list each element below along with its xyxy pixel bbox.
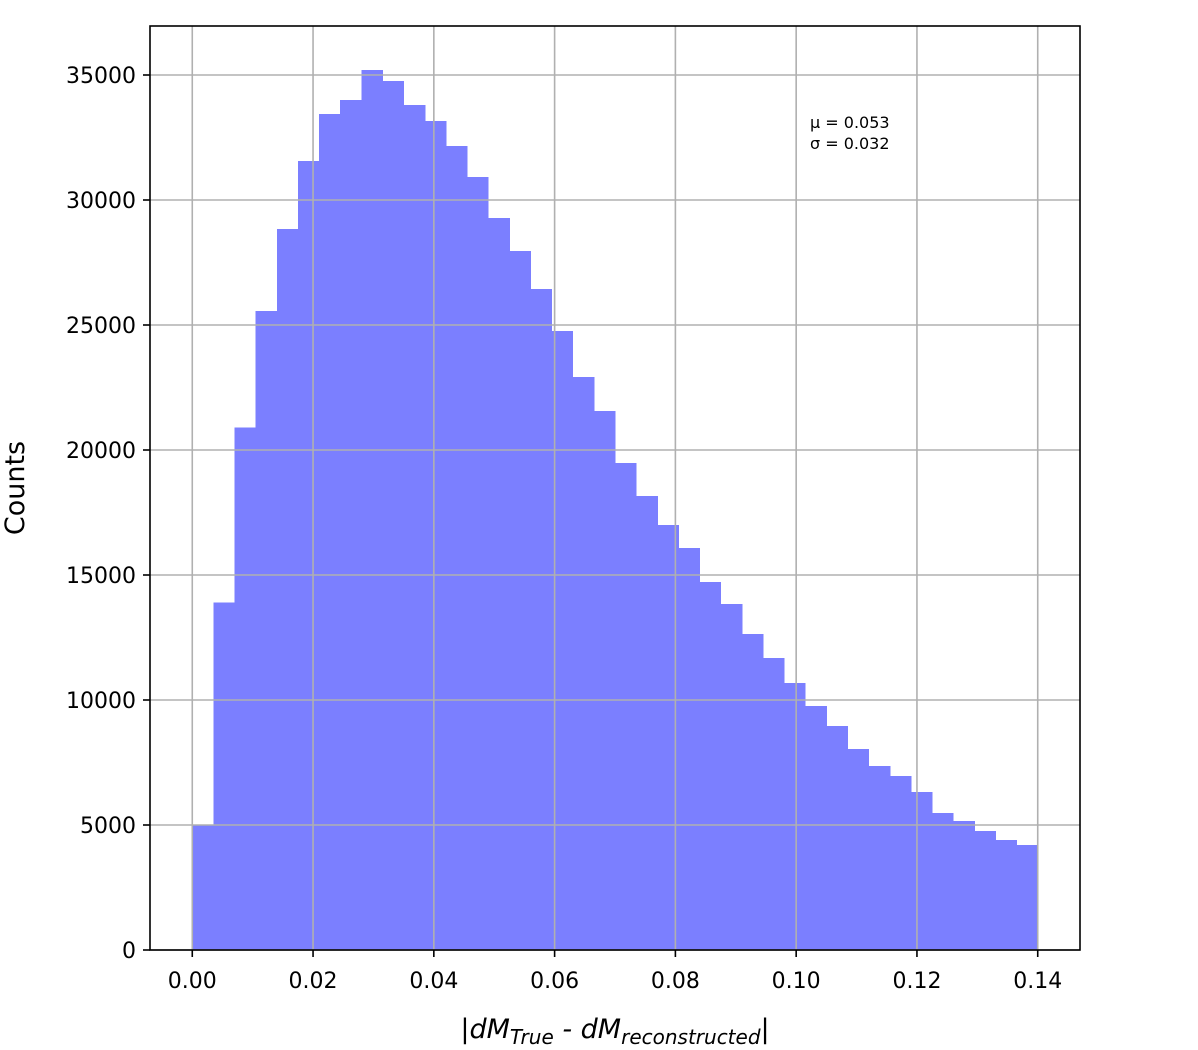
bar — [297, 161, 320, 950]
bar — [699, 582, 722, 950]
bar — [192, 825, 214, 950]
x-tick-label: 0.10 — [772, 969, 821, 994]
bar — [255, 311, 278, 950]
x-tick-label: 0.00 — [168, 969, 217, 994]
bar — [551, 331, 574, 950]
bar — [1016, 845, 1039, 950]
bar — [319, 114, 341, 950]
y-tick-label: 30000 — [66, 189, 136, 214]
y-tick-label: 5000 — [80, 814, 136, 839]
y-tick-label: 25000 — [66, 314, 136, 339]
y-tick-label: 0 — [122, 939, 136, 964]
bar — [953, 821, 975, 950]
bar — [572, 377, 595, 950]
bar — [720, 604, 743, 950]
bar — [826, 726, 848, 950]
bar — [615, 463, 637, 950]
bar — [403, 105, 426, 950]
annotation: σ = 0.032 — [810, 134, 890, 153]
y-axis-label: Counts — [0, 441, 31, 535]
bar — [636, 496, 658, 950]
bar — [657, 525, 679, 950]
bar — [847, 749, 870, 950]
bar — [234, 427, 257, 950]
plot-frame — [149, 25, 1081, 951]
bar — [868, 766, 891, 950]
bar — [995, 840, 1018, 950]
bar — [424, 121, 447, 950]
x-tick-label: 0.14 — [1013, 969, 1062, 994]
bar — [762, 658, 785, 950]
bar — [340, 100, 362, 950]
bar — [467, 177, 489, 950]
x-axis-label: |dMTrue - dMreconstructed| — [460, 1014, 769, 1049]
bar — [276, 229, 299, 950]
y-tick-label: 35000 — [66, 64, 136, 89]
bar — [678, 548, 701, 950]
bar — [784, 683, 806, 950]
x-axis-label-part: True — [510, 1025, 554, 1049]
y-tick-label: 10000 — [66, 689, 136, 714]
bar — [509, 251, 531, 950]
annotation: μ = 0.053 — [810, 113, 890, 132]
bar — [805, 706, 827, 950]
x-tick-label: 0.04 — [409, 969, 458, 994]
x-tick-label: 0.08 — [651, 969, 700, 994]
bar — [445, 146, 468, 950]
x-axis-label-part: - dM — [554, 1014, 621, 1045]
bar — [974, 831, 996, 950]
bar — [593, 411, 616, 950]
bar — [932, 813, 954, 950]
bar — [530, 289, 553, 950]
bar — [213, 602, 236, 950]
x-axis-label-part: |dM — [460, 1014, 510, 1045]
y-tick-label: 20000 — [66, 439, 136, 464]
x-axis-label-part: reconstructed — [621, 1025, 761, 1049]
bar — [910, 792, 933, 950]
bar — [361, 70, 383, 950]
bar — [382, 81, 405, 950]
x-tick-label: 0.06 — [530, 969, 579, 994]
x-tick-label: 0.02 — [289, 969, 338, 994]
x-axis-label-part: | — [761, 1014, 770, 1045]
x-tick-label: 0.12 — [892, 969, 941, 994]
bar — [889, 776, 912, 950]
bar — [741, 634, 764, 950]
bar — [488, 218, 510, 950]
y-tick-label: 15000 — [66, 564, 136, 589]
